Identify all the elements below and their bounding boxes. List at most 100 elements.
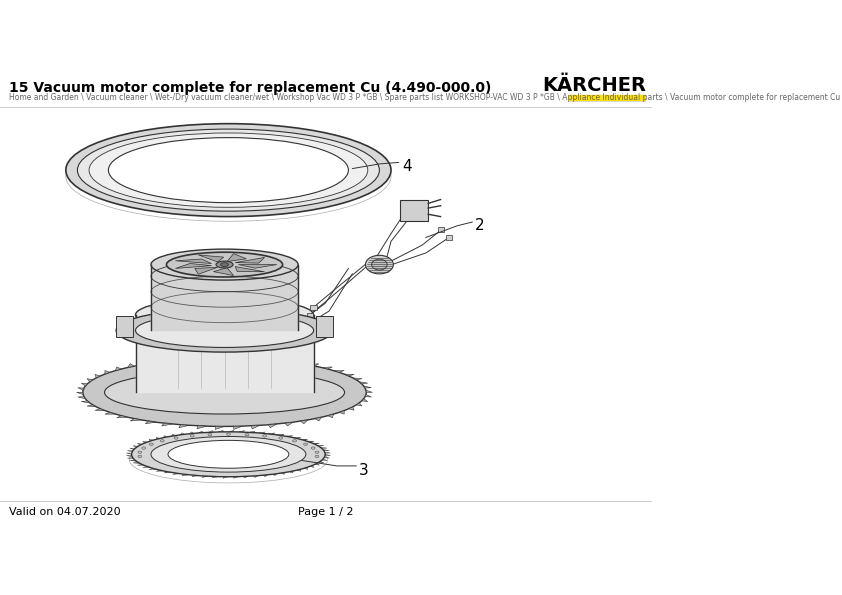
Ellipse shape <box>216 261 233 268</box>
Polygon shape <box>213 268 233 275</box>
Bar <box>306 312 313 317</box>
Polygon shape <box>268 433 274 434</box>
Ellipse shape <box>131 432 325 477</box>
Polygon shape <box>82 401 90 403</box>
Polygon shape <box>365 394 371 397</box>
Ellipse shape <box>149 443 153 446</box>
Polygon shape <box>301 420 308 424</box>
Ellipse shape <box>116 309 333 352</box>
Polygon shape <box>238 431 244 432</box>
Ellipse shape <box>109 137 349 203</box>
Polygon shape <box>349 407 354 411</box>
Polygon shape <box>353 378 362 380</box>
Ellipse shape <box>190 435 195 437</box>
Ellipse shape <box>208 433 212 436</box>
Polygon shape <box>149 439 153 441</box>
Polygon shape <box>199 255 224 262</box>
Polygon shape <box>95 374 100 378</box>
Ellipse shape <box>312 447 315 449</box>
Polygon shape <box>157 359 164 362</box>
Polygon shape <box>130 460 136 461</box>
Polygon shape <box>317 445 324 446</box>
Text: 2: 2 <box>475 218 484 233</box>
Polygon shape <box>323 450 329 451</box>
Ellipse shape <box>160 440 164 442</box>
Polygon shape <box>225 355 234 358</box>
Polygon shape <box>216 427 225 430</box>
Polygon shape <box>293 437 301 439</box>
Polygon shape <box>253 475 258 477</box>
Polygon shape <box>263 475 268 477</box>
Polygon shape <box>208 431 213 433</box>
Polygon shape <box>142 466 150 468</box>
Polygon shape <box>344 374 354 376</box>
Ellipse shape <box>293 440 296 442</box>
Polygon shape <box>228 430 234 432</box>
Polygon shape <box>301 439 308 440</box>
Polygon shape <box>251 425 260 429</box>
Polygon shape <box>127 364 134 368</box>
Text: KÄRCHER: KÄRCHER <box>542 76 647 95</box>
Bar <box>446 235 452 240</box>
Polygon shape <box>364 386 371 388</box>
Polygon shape <box>212 477 218 478</box>
Polygon shape <box>130 448 135 450</box>
Polygon shape <box>258 432 265 433</box>
Polygon shape <box>105 412 115 414</box>
Ellipse shape <box>168 440 289 468</box>
Polygon shape <box>322 459 328 461</box>
Polygon shape <box>315 464 319 465</box>
Polygon shape <box>117 416 127 418</box>
Polygon shape <box>281 472 285 474</box>
Polygon shape <box>195 267 217 274</box>
Ellipse shape <box>77 129 380 211</box>
Bar <box>400 199 429 221</box>
Polygon shape <box>360 382 368 384</box>
Bar <box>438 227 445 232</box>
Polygon shape <box>308 364 319 366</box>
Polygon shape <box>182 474 189 475</box>
Ellipse shape <box>263 435 267 437</box>
Polygon shape <box>235 258 264 263</box>
Polygon shape <box>164 472 172 473</box>
Polygon shape <box>180 433 184 435</box>
Polygon shape <box>173 473 180 474</box>
Polygon shape <box>179 425 189 428</box>
Polygon shape <box>325 455 330 456</box>
Polygon shape <box>127 450 133 452</box>
Polygon shape <box>223 477 228 478</box>
Polygon shape <box>321 447 328 449</box>
Polygon shape <box>175 264 211 268</box>
Polygon shape <box>322 367 333 369</box>
Text: 4: 4 <box>402 159 413 174</box>
Text: Home and Garden \ Vacuum cleaner \ Wet-/Dry vacuum cleaner/wet \ Workshop Vac WD: Home and Garden \ Vacuum cleaner \ Wet-/… <box>9 93 840 102</box>
Polygon shape <box>173 357 181 361</box>
Ellipse shape <box>174 437 178 439</box>
Polygon shape <box>156 470 163 471</box>
Polygon shape <box>189 432 194 434</box>
Polygon shape <box>77 392 83 394</box>
Ellipse shape <box>136 314 313 347</box>
Polygon shape <box>238 265 277 268</box>
Polygon shape <box>87 405 96 407</box>
Polygon shape <box>235 267 264 272</box>
Polygon shape <box>126 455 132 456</box>
Ellipse shape <box>304 443 307 446</box>
Polygon shape <box>126 453 131 455</box>
Ellipse shape <box>141 447 146 449</box>
Polygon shape <box>199 431 204 433</box>
Polygon shape <box>146 421 157 424</box>
Polygon shape <box>137 443 142 445</box>
Polygon shape <box>133 462 140 464</box>
Polygon shape <box>163 436 168 437</box>
Polygon shape <box>333 371 344 372</box>
Bar <box>311 305 317 309</box>
Polygon shape <box>242 356 253 359</box>
Polygon shape <box>105 371 110 374</box>
Ellipse shape <box>221 262 228 267</box>
Polygon shape <box>189 356 198 359</box>
Ellipse shape <box>167 252 283 277</box>
Polygon shape <box>127 458 134 459</box>
Polygon shape <box>285 422 293 426</box>
FancyBboxPatch shape <box>116 317 133 337</box>
